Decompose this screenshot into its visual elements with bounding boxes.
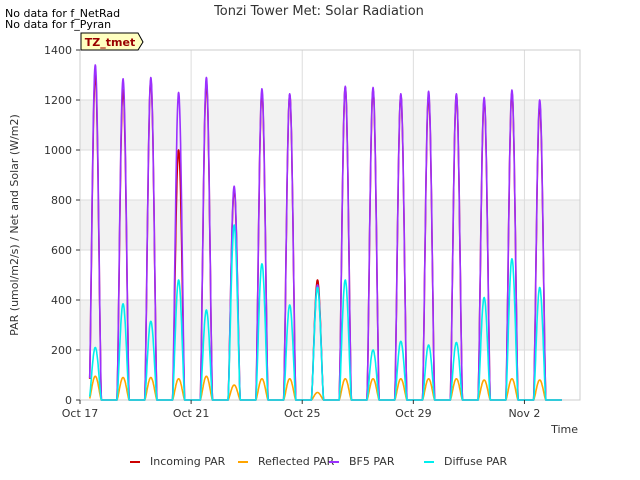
chart-title: Tonzi Tower Met: Solar Radiation bbox=[213, 4, 424, 19]
plot-band bbox=[80, 200, 580, 250]
tz-tmet-badge: TZ_tmet bbox=[80, 32, 144, 51]
plot-band bbox=[80, 350, 580, 400]
legend-label-incoming-par: Incoming PAR bbox=[150, 455, 226, 468]
plot-band bbox=[80, 150, 580, 200]
legend-label-diffuse-par: Diffuse PAR bbox=[444, 455, 508, 468]
plot-band bbox=[80, 300, 580, 350]
y-tick-label: 1000 bbox=[44, 144, 72, 157]
y-tick-label: 1400 bbox=[44, 44, 72, 57]
y-tick-label: 600 bbox=[51, 244, 72, 257]
y-tick-label: 800 bbox=[51, 194, 72, 207]
y-tick-label: 1200 bbox=[44, 94, 72, 107]
series-group bbox=[88, 64, 563, 401]
plot-band bbox=[80, 50, 580, 100]
y-tick-label: 0 bbox=[65, 394, 72, 407]
no-data-note-netrad: No data for f_NetRad bbox=[5, 7, 121, 20]
series-line-diffuse-par bbox=[88, 224, 563, 401]
badge-label: TZ_tmet bbox=[85, 36, 135, 49]
x-tick-label: Oct 17 bbox=[62, 407, 99, 420]
plot-band bbox=[80, 100, 580, 150]
plot-bands bbox=[80, 50, 580, 400]
x-tick-label: Nov 2 bbox=[508, 407, 540, 420]
x-tick-label: Oct 21 bbox=[173, 407, 210, 420]
y-tick-label: 400 bbox=[51, 294, 72, 307]
x-tick-label: Oct 29 bbox=[395, 407, 432, 420]
axes: 0 200 400 600 800 1000 1200 1400 Oct 17 Oct 21 Oct… bbox=[44, 44, 540, 420]
legend: Incoming PAR Reflected PAR BF5 PAR Diffuse … bbox=[130, 455, 508, 468]
y-axis-label: PAR (umol/m2/s) / Net and Solar (W/m2) bbox=[8, 114, 21, 336]
legend-label-reflected-par: Reflected PAR bbox=[258, 455, 335, 468]
x-axis-label: Time bbox=[550, 423, 578, 436]
x-tick-label: Oct 25 bbox=[284, 407, 321, 420]
legend-label-bf5-par: BF5 PAR bbox=[349, 455, 395, 468]
plot-band bbox=[80, 250, 580, 300]
no-data-note-pyran: No data for f_Pyran bbox=[5, 18, 112, 31]
y-tick-label: 200 bbox=[51, 344, 72, 357]
